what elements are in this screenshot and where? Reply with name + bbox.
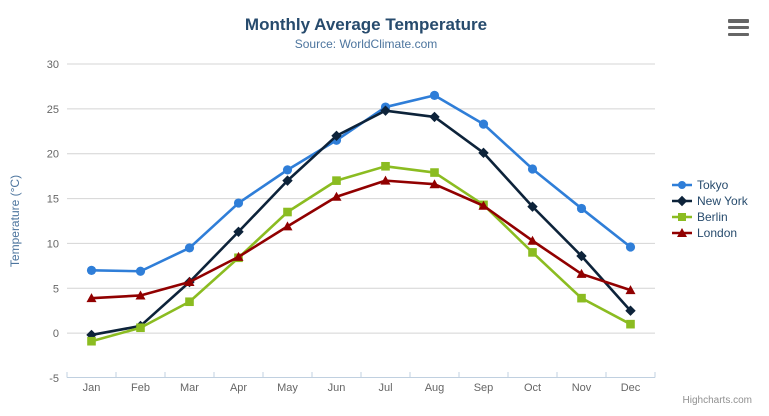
x-axis-label: Apr (230, 382, 247, 394)
data-point-berlin[interactable] (430, 168, 439, 177)
data-point-london[interactable] (86, 293, 97, 303)
x-axis-label: Feb (131, 382, 150, 394)
x-axis-label: Jun (328, 382, 346, 394)
data-point-berlin[interactable] (136, 323, 145, 333)
export-menu-button[interactable] (728, 19, 750, 36)
y-axis-label: 5 (53, 283, 59, 295)
data-point-london[interactable] (527, 235, 538, 245)
x-axis-label: Sep (474, 382, 494, 394)
legend-item-label: Berlin (697, 210, 728, 224)
series-line-berlin[interactable] (90, 164, 632, 343)
series-line-new-york[interactable] (90, 109, 632, 337)
data-point-london[interactable] (576, 268, 587, 278)
data-point-tokyo[interactable] (86, 265, 97, 275)
y-axis-label: 25 (47, 104, 59, 116)
y-axis-label: 0 (53, 328, 59, 340)
x-axis-label: Oct (524, 382, 541, 394)
data-point-berlin[interactable] (528, 248, 537, 257)
x-axis-label: Jan (83, 382, 101, 394)
y-axis-label: 30 (47, 59, 59, 71)
legend-item-berlin[interactable]: Berlin (672, 209, 748, 225)
data-point-berlin[interactable] (381, 161, 390, 171)
data-point-tokyo[interactable] (478, 119, 489, 129)
data-point-berlin[interactable] (283, 207, 292, 217)
data-point-berlin[interactable] (626, 319, 635, 329)
data-point-london[interactable] (331, 191, 342, 201)
chart-subtitle: Source: WorldClimate.com (294, 37, 438, 51)
circle-marker-icon (672, 181, 692, 189)
data-point-tokyo[interactable] (233, 198, 244, 208)
data-point-new-york[interactable] (331, 130, 342, 141)
data-point-new-york[interactable] (625, 305, 636, 316)
y-axis-label: 10 (47, 238, 59, 250)
x-axis-label: Mar (180, 382, 199, 394)
legend-item-london[interactable]: London (672, 225, 748, 241)
legend-item-label: London (697, 226, 738, 240)
data-point-berlin[interactable] (332, 176, 341, 185)
series-line-london[interactable] (90, 179, 632, 300)
legend: Tokyo New York Berlin London (672, 177, 748, 241)
x-axis-label: Nov (572, 382, 592, 394)
square-marker-icon (672, 213, 692, 221)
legend-item-new-york[interactable]: New York (672, 193, 748, 209)
data-point-tokyo[interactable] (282, 165, 293, 175)
x-axis-label: May (277, 382, 298, 394)
data-point-tokyo[interactable] (527, 164, 538, 174)
triangle-marker-icon (672, 228, 692, 237)
x-axis-label: Dec (621, 382, 641, 394)
legend-item-tokyo[interactable]: Tokyo (672, 177, 748, 193)
x-axis-label: Aug (425, 382, 445, 394)
legend-item-label: New York (697, 194, 748, 208)
data-point-london[interactable] (625, 285, 636, 295)
data-point-london[interactable] (233, 251, 244, 261)
y-axis-label: 20 (47, 149, 59, 161)
data-point-new-york[interactable] (380, 105, 391, 116)
hamburger-menu-icon (728, 25, 749, 30)
data-point-new-york[interactable] (576, 250, 587, 262)
data-point-tokyo[interactable] (576, 203, 587, 214)
chart-title: Monthly Average Temperature (244, 15, 488, 34)
data-point-new-york[interactable] (429, 111, 440, 123)
data-point-tokyo[interactable] (625, 242, 636, 252)
data-point-new-york[interactable] (527, 201, 538, 212)
data-point-new-york[interactable] (233, 226, 244, 237)
diamond-marker-icon (672, 195, 692, 207)
data-point-tokyo[interactable] (184, 243, 195, 253)
data-point-tokyo[interactable] (429, 90, 440, 100)
credits-link[interactable]: Highcharts.com (682, 395, 752, 406)
data-point-london[interactable] (478, 200, 489, 210)
data-point-london[interactable] (184, 277, 195, 287)
hamburger-menu-icon (728, 32, 749, 36)
data-point-berlin[interactable] (577, 293, 586, 303)
data-point-london[interactable] (429, 179, 440, 189)
legend-item-label: Tokyo (697, 178, 729, 192)
data-point-new-york[interactable] (282, 175, 293, 186)
data-point-new-york[interactable] (478, 147, 489, 159)
data-point-berlin[interactable] (87, 336, 96, 346)
x-axis-label: Jul (378, 382, 392, 394)
y-axis-label: 15 (47, 194, 59, 206)
data-point-tokyo[interactable] (135, 266, 146, 276)
data-point-london[interactable] (380, 175, 391, 185)
data-point-london[interactable] (135, 290, 146, 300)
y-axis-title: Temperature (°C) (8, 175, 22, 267)
y-axis-label: -5 (49, 373, 59, 385)
data-point-london[interactable] (282, 221, 293, 231)
hamburger-menu-icon (728, 19, 749, 23)
data-point-berlin[interactable] (185, 297, 194, 307)
